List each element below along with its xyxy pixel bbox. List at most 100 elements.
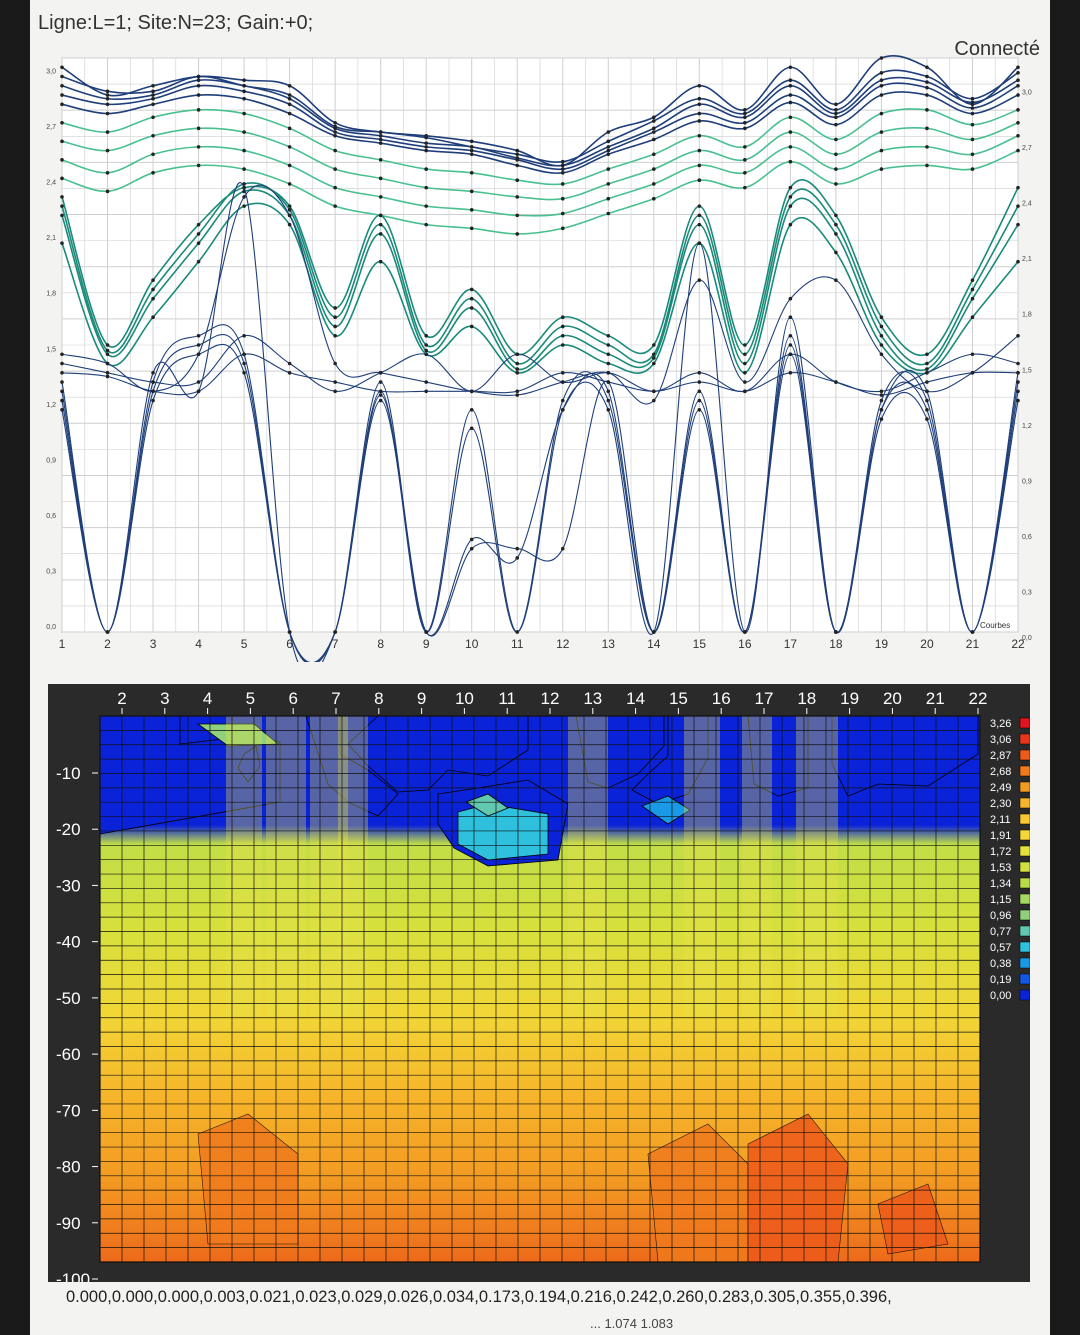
curve-point — [606, 211, 611, 216]
curves-chart[interactable]: 3,0 2,7 2,4 2,1 1,8 1,5 1,2 0,9 0,6 0,3 0,0 3,0 2,7 2… — [30, 50, 1050, 662]
curve-point — [925, 389, 929, 394]
curve-point — [515, 556, 520, 560]
y-tick-right: 2,4 — [1022, 201, 1032, 208]
curve-point — [788, 333, 793, 338]
curve-point — [515, 163, 520, 168]
curve-point — [1016, 71, 1020, 75]
y-tick-right: 0,0 — [1022, 635, 1032, 642]
heat-x-tick: 19 — [840, 689, 859, 708]
legend-swatch — [1019, 797, 1030, 809]
curve-point — [652, 126, 656, 131]
curve-point — [925, 145, 929, 149]
curve-point — [697, 163, 702, 168]
curve-point — [834, 115, 838, 120]
curve-point — [879, 71, 884, 75]
curve-point — [424, 204, 428, 208]
curve-point — [834, 102, 838, 107]
curve-point — [879, 93, 884, 97]
y-tick-right: 1,8 — [1022, 312, 1032, 319]
curve-point — [105, 102, 110, 107]
curve-point — [1016, 370, 1020, 375]
curve-point — [788, 115, 793, 120]
curve-point — [151, 315, 155, 320]
curve-point — [151, 115, 155, 120]
curve-point — [697, 213, 702, 218]
curve-point — [879, 408, 884, 412]
heat-y-tick: -40 — [56, 933, 81, 952]
curve-point — [879, 398, 884, 403]
heat-x-tick: 2 — [117, 689, 126, 708]
curve-point — [1016, 133, 1020, 138]
curve-point — [378, 137, 383, 142]
heatmap-panel[interactable]: 2 3 4 5 6 7 8 9 10 11 12 13 14 15 16 17 18 19 20 21 22 -10 -20… — [48, 684, 1030, 1282]
legend-swatch — [1019, 925, 1030, 937]
curve-point — [834, 111, 838, 116]
curve-point — [1016, 398, 1020, 403]
curve-point — [606, 408, 611, 412]
curve-point — [151, 83, 155, 88]
heat-x-tick: 7 — [331, 689, 340, 708]
curve-point — [834, 222, 838, 227]
curve-point — [378, 380, 383, 384]
curve-point — [151, 389, 155, 394]
heat-y-tick: -90 — [56, 1214, 81, 1233]
legend-swatch — [1019, 973, 1030, 985]
curve-point — [424, 167, 428, 171]
curve-point — [242, 148, 246, 153]
curve-point — [788, 93, 793, 97]
curve-point — [788, 352, 793, 357]
curve-point — [743, 115, 747, 120]
curve-point — [287, 630, 292, 634]
curve-point — [105, 352, 110, 357]
curve-point — [196, 352, 201, 357]
curve-point — [60, 204, 64, 208]
curve-point — [515, 232, 520, 236]
curve-point — [242, 83, 246, 88]
curve-point — [242, 185, 246, 190]
curve-point — [515, 213, 520, 218]
heatmap-anomalies — [99, 715, 979, 1263]
curve-point — [788, 78, 793, 83]
curve-point — [424, 352, 428, 357]
curve-point — [834, 122, 838, 127]
x-tick: 12 — [556, 637, 570, 651]
curve-point — [333, 630, 337, 634]
curve-series-14 — [61, 184, 1019, 405]
curve-point — [424, 185, 428, 190]
curve-series-6 — [61, 108, 1019, 186]
curve-point — [697, 408, 702, 412]
x-tick: 5 — [241, 637, 248, 651]
curve-point — [879, 130, 884, 134]
curve-point — [879, 417, 884, 421]
y-tick-right: 1,2 — [1022, 423, 1032, 430]
curve-point — [515, 630, 520, 634]
curve-point — [105, 343, 110, 347]
legend-value: 1,91 — [990, 830, 1011, 842]
y-tick-right: 1,5 — [1022, 367, 1032, 374]
curve-point — [333, 380, 337, 384]
curve-point — [60, 380, 64, 384]
pocket-3 — [641, 795, 691, 825]
curve-point — [424, 348, 428, 353]
y-tick-left: 2,7 — [46, 124, 56, 131]
heatmap-chart[interactable]: 2 3 4 5 6 7 8 9 10 11 12 13 14 15 16 17 18 19 20 21 22 -10 -20… — [48, 684, 1030, 1282]
curve-point — [970, 137, 975, 142]
curve-series-4 — [61, 82, 1019, 171]
y-tick-left: 0,0 — [46, 624, 56, 631]
curve-point — [697, 133, 702, 138]
app-screen: Ligne:L=1; Site:N=23; Gain:+0; Connecté … — [30, 0, 1050, 1335]
curve-point — [105, 370, 110, 375]
curve-point — [287, 83, 292, 88]
pocket-4 — [196, 723, 280, 747]
curve-point — [60, 83, 64, 88]
curve-point — [378, 389, 383, 394]
curve-point — [469, 296, 474, 301]
x-tick: 18 — [829, 637, 843, 651]
curve-point — [925, 65, 929, 70]
legend-value: 0,00 — [990, 990, 1011, 1002]
curve-point — [196, 232, 201, 236]
curve-point — [378, 130, 383, 134]
curve-point — [652, 119, 656, 123]
values-readout: 0.000,0.000,0.000,0.003,0.021,0.023,0.02… — [66, 1288, 892, 1306]
curves-series — [60, 54, 1020, 662]
